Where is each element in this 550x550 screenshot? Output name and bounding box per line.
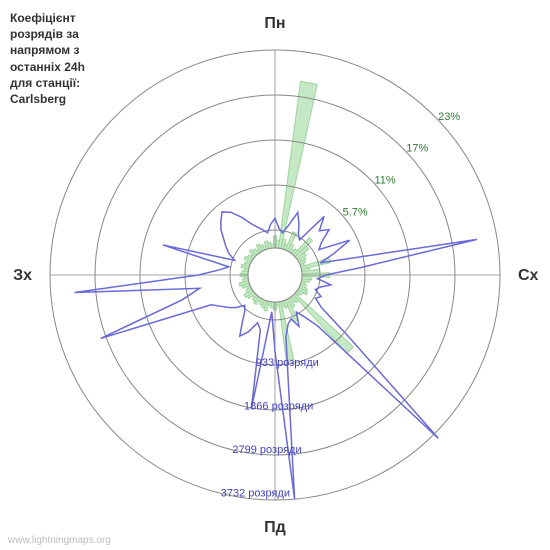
blue-ring-label: 933 розряди <box>256 357 319 369</box>
polar-chart-container: Коефіцієнт розрядів за напрямом з останн… <box>0 0 550 550</box>
blue-ring-label: 1866 розряди <box>244 400 313 412</box>
cardinal-E: Сх <box>518 267 539 284</box>
blue-ring-label: 2799 розряди <box>232 444 301 456</box>
green-ring-label: 5.7% <box>343 206 368 218</box>
source-footer: www.lightningmaps.org <box>8 535 111 546</box>
green-series <box>239 81 353 360</box>
green-ring-label: 17% <box>406 143 428 155</box>
cardinal-N: Пн <box>264 15 285 32</box>
chart-title: Коефіцієнт розрядів за напрямом з останн… <box>10 10 85 107</box>
center-hole <box>248 248 302 302</box>
cardinal-S: Пд <box>264 519 286 536</box>
green-ring-label: 11% <box>374 175 395 187</box>
green-ring-label: 23% <box>438 111 460 123</box>
blue-ring-label: 3732 розряди <box>221 487 290 499</box>
cardinal-W: Зх <box>13 267 32 284</box>
